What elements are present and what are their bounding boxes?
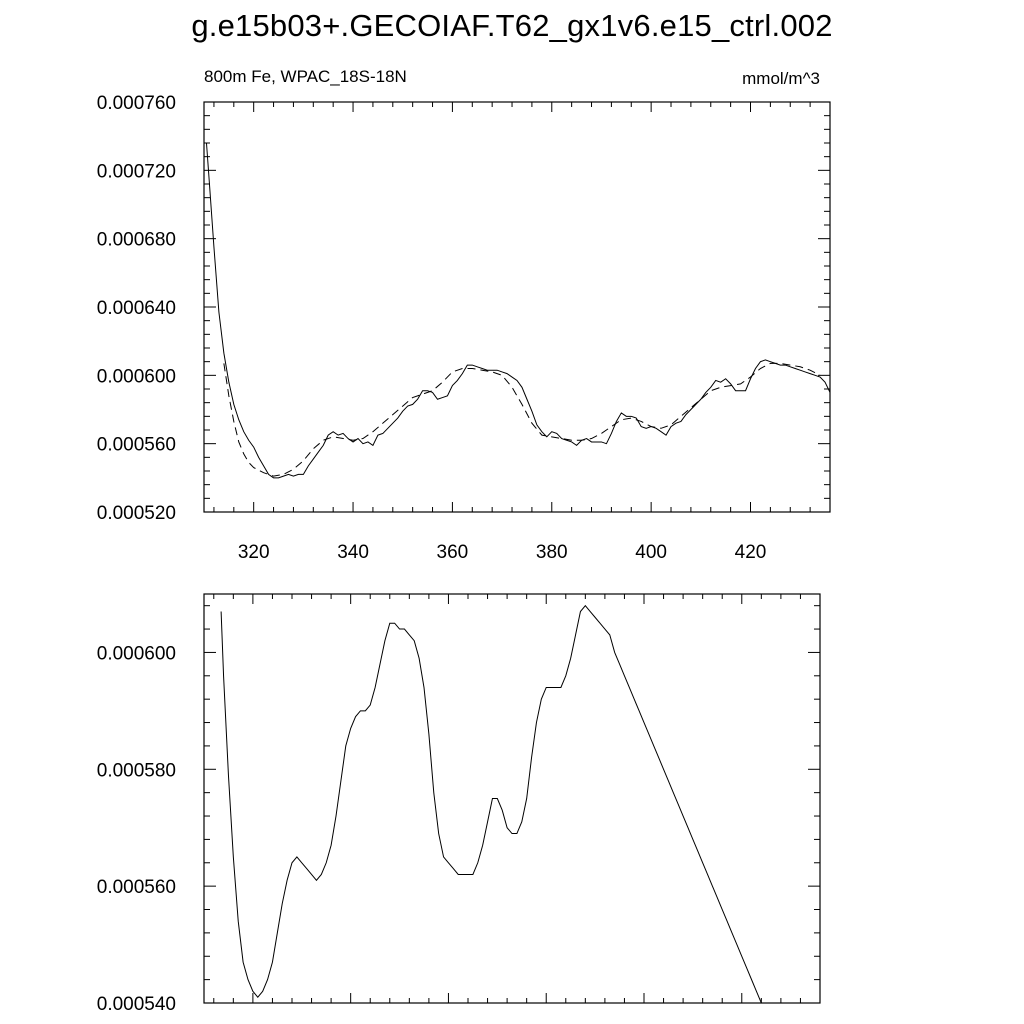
region-label: 800m Fe, WPAC_18S-18N: [204, 67, 407, 86]
y-tick-label: 0.000560: [97, 435, 176, 456]
series-line-1-2: [223, 362, 821, 477]
x-tick-label: 420: [735, 542, 767, 563]
x-tick-label: 400: [635, 542, 667, 563]
y-tick-label: 0.000600: [97, 643, 176, 664]
y-tick-label: 0.000580: [97, 760, 176, 781]
y-tick-label: 0.000720: [97, 161, 176, 182]
y-tick-label: 0.000760: [97, 93, 176, 114]
x-tick-label: 320: [238, 542, 270, 563]
series-line-1-1: [205, 142, 830, 479]
page-title: g.e15b03+.GECOIAF.T62_gx1v6.e15_ctrl.002: [191, 8, 833, 43]
x-tick-label: 360: [437, 542, 469, 563]
y-tick-label: 0.000520: [97, 503, 176, 524]
plot-frame-2: [203, 593, 821, 1004]
y-tick-label: 0.000640: [97, 298, 176, 319]
y-tick-label: 0.000680: [97, 230, 176, 251]
units-label: mmol/m^3: [742, 69, 820, 88]
x-tick-label: 380: [536, 542, 568, 563]
series-line-2-1: [220, 604, 806, 1003]
plot-frame-1: [203, 101, 831, 513]
y-tick-label: 0.000560: [97, 877, 176, 898]
x-tick-label: 340: [337, 542, 369, 563]
y-tick-label: 0.000540: [97, 994, 176, 1015]
y-tick-label: 0.000600: [97, 366, 176, 387]
